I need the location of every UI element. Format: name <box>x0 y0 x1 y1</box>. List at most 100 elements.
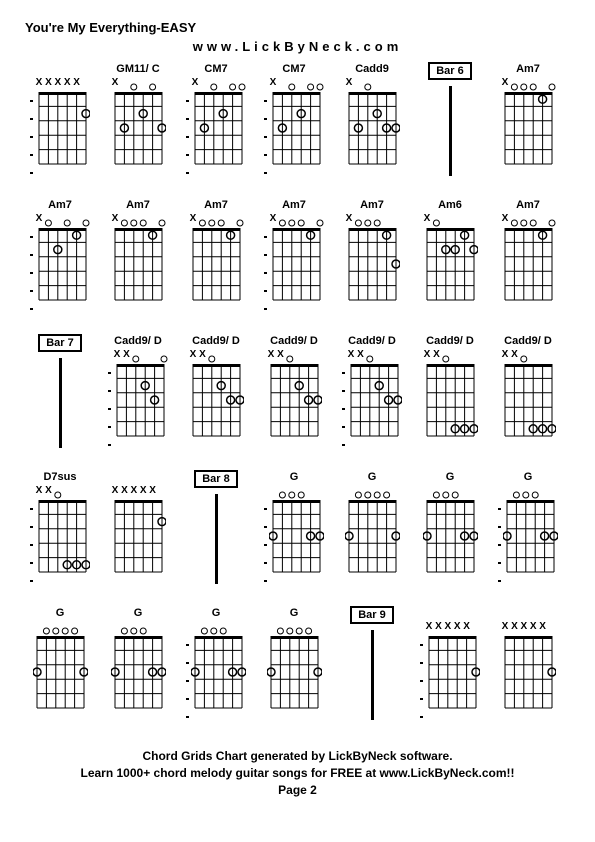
dash-marks <box>264 500 267 590</box>
svg-text:X: X <box>73 78 80 88</box>
bar-marker: Bar 8 <box>181 470 251 600</box>
svg-text:X: X <box>111 486 118 496</box>
chord-diagram: XX <box>423 350 478 440</box>
svg-text:X: X <box>121 486 128 496</box>
footer: Chord Grids Chart generated by LickByNec… <box>25 748 570 798</box>
svg-text:X: X <box>357 350 364 360</box>
chord-name: Am7 <box>516 198 540 212</box>
chord-cell: G <box>337 470 407 600</box>
chord-cell: Am7X <box>259 198 329 328</box>
svg-text:X: X <box>36 214 43 224</box>
chord-name: Cadd9/ D <box>114 334 162 348</box>
dash-marks <box>264 92 267 182</box>
dash-marks <box>186 636 189 726</box>
song-title: You're My Everything-EASY <box>25 20 570 35</box>
chord-name: Am7 <box>360 198 384 212</box>
chord-diagram: XXXXX <box>35 78 90 168</box>
diagram-wrap <box>111 622 166 712</box>
chord-cell: Am7X <box>103 198 173 328</box>
chord-cell: Cadd9X <box>337 62 407 192</box>
diagram-wrap: X <box>345 214 400 304</box>
svg-text:X: X <box>501 214 508 224</box>
diagram-wrap: XX <box>30 486 90 590</box>
chord-name: Cadd9/ D <box>426 334 474 348</box>
diagram-wrap: X <box>111 214 166 304</box>
chord-diagram: X <box>269 78 324 168</box>
chord-name: G <box>134 606 143 620</box>
chord-diagram <box>269 486 324 576</box>
chord-cell: Am7 X <box>493 198 563 328</box>
chord-name: G <box>212 606 221 620</box>
chord-name: GM11/ C <box>116 62 159 76</box>
chord-diagram: X <box>345 78 400 168</box>
chord-cell: G <box>259 470 329 600</box>
chord-diagram <box>423 486 478 576</box>
svg-text:X: X <box>36 486 43 496</box>
svg-text:X: X <box>345 78 352 88</box>
svg-text:X: X <box>111 214 118 224</box>
footer-line-2: Learn 1000+ chord melody guitar songs fo… <box>25 765 570 782</box>
chord-cell: Cadd9/ D XX <box>493 334 563 464</box>
diagram-wrap: X <box>264 214 324 318</box>
bar-marker: Bar 7 <box>25 334 95 464</box>
site-url: www.LickByNeck.com <box>25 39 570 54</box>
svg-text:X: X <box>433 350 440 360</box>
chord-cell: Cadd9/ D XX <box>415 334 485 464</box>
chord-name: Cadd9/ D <box>192 334 240 348</box>
svg-text:X: X <box>444 622 451 632</box>
chord-name: Am7 <box>516 62 540 76</box>
dash-marks <box>108 364 111 454</box>
diagram-wrap <box>33 622 88 712</box>
svg-text:X: X <box>192 78 199 88</box>
svg-text:X: X <box>189 214 196 224</box>
chord-name: G <box>56 606 65 620</box>
dash-marks <box>30 500 33 590</box>
chord-diagram: X <box>345 214 400 304</box>
svg-text:X: X <box>199 350 206 360</box>
svg-text:X: X <box>130 486 137 496</box>
chord-name: Am7 <box>48 198 72 212</box>
chord-diagram: XXXXX <box>501 622 556 712</box>
dash-marks <box>186 92 189 182</box>
chord-name: G <box>290 470 299 484</box>
chord-name: G <box>524 470 533 484</box>
bar-label: Bar 9 <box>350 606 394 624</box>
diagram-wrap: XX <box>501 350 556 440</box>
svg-text:X: X <box>149 486 156 496</box>
diagram-wrap: XX <box>423 350 478 440</box>
chord-cell: G <box>259 606 329 736</box>
svg-text:X: X <box>511 622 518 632</box>
chord-cell: G <box>493 470 563 600</box>
chord-diagram: XXXXX <box>425 622 480 712</box>
chord-diagram: X <box>189 214 244 304</box>
chord-diagram: X <box>423 214 478 304</box>
chord-cell: Am7 X <box>25 198 95 328</box>
svg-text:X: X <box>189 350 196 360</box>
diagram-wrap: XX <box>189 350 244 440</box>
svg-text:X: X <box>267 350 274 360</box>
svg-text:X: X <box>111 78 118 88</box>
chord-diagram: X <box>269 214 324 304</box>
diagram-wrap <box>423 486 478 576</box>
chord-name: Cadd9/ D <box>504 334 552 348</box>
diagram-wrap: X <box>345 78 400 168</box>
chord-cell: G <box>25 606 95 736</box>
dash-marks <box>420 636 423 726</box>
svg-text:X: X <box>501 622 508 632</box>
chord-cell: XXXXX <box>103 470 173 600</box>
diagram-wrap: X <box>264 78 324 182</box>
chord-name: CM7 <box>204 62 227 76</box>
bar-line <box>59 358 62 448</box>
dash-marks <box>264 228 267 318</box>
svg-text:X: X <box>123 350 130 360</box>
svg-text:X: X <box>423 350 430 360</box>
chord-grid: XXXXXGM11/ CXCM7XCM7XCadd9XBar 6Am7XAm7X… <box>25 62 570 736</box>
dash-marks <box>30 228 33 318</box>
chord-diagram: X <box>191 78 246 168</box>
dash-marks <box>498 500 501 590</box>
diagram-wrap <box>267 622 322 712</box>
chord-cell: G <box>103 606 173 736</box>
diagram-wrap <box>264 486 324 590</box>
chord-diagram: XX <box>267 350 322 440</box>
diagram-wrap: X <box>501 214 556 304</box>
